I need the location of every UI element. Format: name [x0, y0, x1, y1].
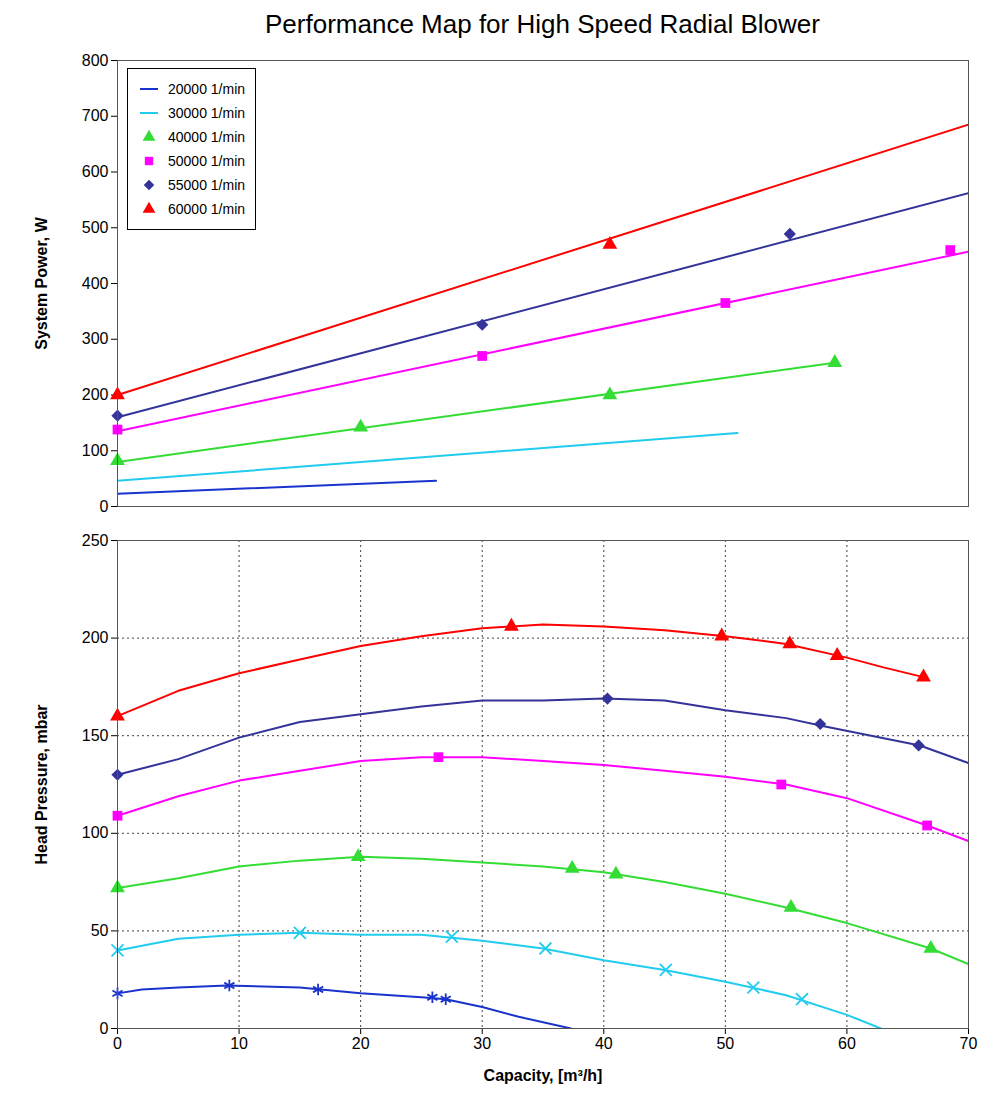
svg-text:0: 0 [100, 1020, 109, 1037]
svg-text:200: 200 [82, 629, 109, 646]
svg-text:60: 60 [838, 1035, 856, 1052]
svg-text:Capacity, [m³/h]: Capacity, [m³/h] [484, 1067, 603, 1084]
html-text:60000 1/min: 60000 1/min [168, 201, 246, 217]
svg-text:0: 0 [100, 498, 109, 515]
svg-text:150: 150 [82, 727, 109, 744]
svg-text:200: 200 [82, 386, 109, 403]
svg-text:600: 600 [82, 163, 109, 180]
html-text:55000 1/min: 55000 1/min [168, 177, 246, 193]
svg-text:0: 0 [113, 1035, 122, 1052]
svg-text:30: 30 [473, 1035, 491, 1052]
svg-text:50: 50 [91, 922, 109, 939]
svg-text:800: 800 [82, 52, 109, 69]
svg-text:System Power, W: System Power, W [33, 216, 50, 349]
html-text:Performance Map for High Speed: Performance Map for High Speed Radial Bl… [265, 9, 820, 39]
svg-text:100: 100 [82, 442, 109, 459]
svg-text:300: 300 [82, 330, 109, 347]
svg-text:70: 70 [960, 1035, 978, 1052]
svg-text:10: 10 [230, 1035, 248, 1052]
svg-text:50: 50 [716, 1035, 734, 1052]
html-text:30000 1/min: 30000 1/min [168, 105, 246, 121]
html-text:50000 1/min: 50000 1/min [168, 153, 246, 169]
svg-text:400: 400 [82, 275, 109, 292]
html-text:20000 1/min: 20000 1/min [168, 81, 246, 97]
svg-text:700: 700 [82, 107, 109, 124]
svg-text:100: 100 [82, 824, 109, 841]
svg-text:Head Pressure, mbar: Head Pressure, mbar [33, 704, 50, 864]
svg-text:250: 250 [82, 532, 109, 549]
html-text:40000 1/min: 40000 1/min [168, 129, 246, 145]
svg-text:500: 500 [82, 219, 109, 236]
svg-text:20: 20 [352, 1035, 370, 1052]
svg-text:40: 40 [595, 1035, 613, 1052]
